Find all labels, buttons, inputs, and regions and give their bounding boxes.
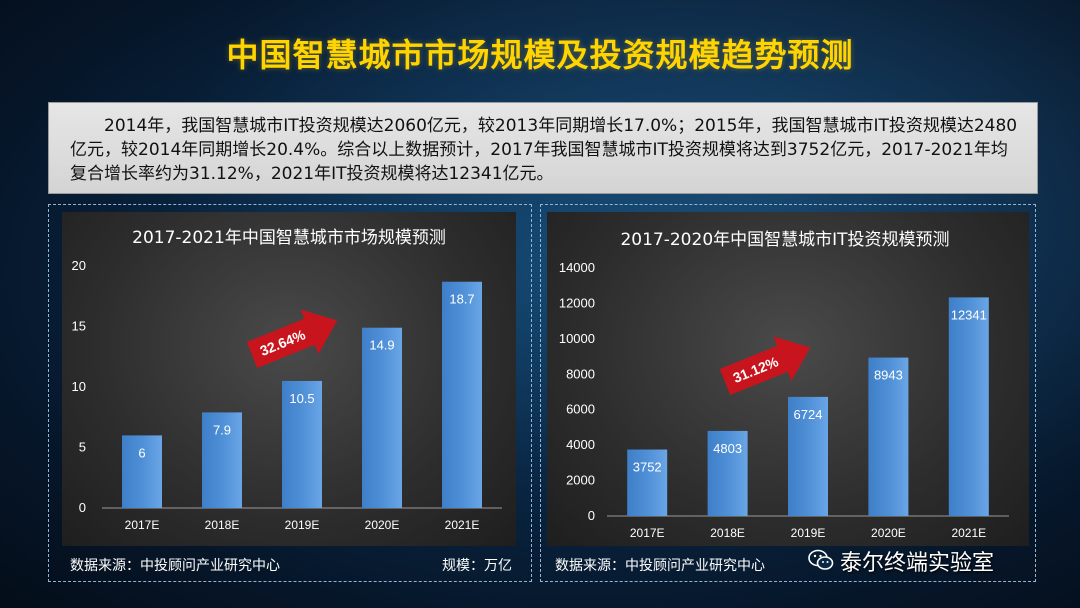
left-source-note: 数据来源：中投顾问产业研究中心 bbox=[70, 558, 280, 574]
it-investment-chart: 2017-2020年中国智慧城市IT投资规模预测 0 2000 4000 6000 800… bbox=[559, 230, 1009, 540]
y-tick-label: 10000 bbox=[559, 331, 595, 346]
y-tick-label: 14000 bbox=[559, 260, 595, 275]
data-label: 12341 bbox=[951, 307, 987, 322]
bar bbox=[707, 430, 748, 516]
x-tick-label: 2021E bbox=[445, 518, 480, 532]
data-label: 10.5 bbox=[289, 391, 314, 406]
chart-title: 2017-2021年中国智慧城市市场规模预测 bbox=[132, 228, 446, 248]
x-tick-label: 2018E bbox=[710, 526, 745, 540]
y-tick-label: 8000 bbox=[566, 366, 595, 381]
data-label: 6 bbox=[138, 445, 145, 460]
data-label: 4803 bbox=[713, 441, 742, 456]
data-label: 7.9 bbox=[213, 422, 231, 437]
left-unit-note: 规模：万亿 bbox=[442, 558, 512, 574]
right-chart-panel bbox=[540, 204, 1036, 582]
bar bbox=[788, 396, 828, 516]
left-chart-panel bbox=[48, 204, 532, 582]
bar bbox=[122, 435, 162, 508]
growth-arrow: 32.64% bbox=[246, 309, 338, 368]
bar bbox=[868, 357, 909, 516]
summary-box bbox=[48, 102, 1038, 194]
x-tick-label: 2020E bbox=[365, 518, 400, 532]
page-title: 中国智慧城市市场规模及投资规模趋势预测 bbox=[226, 36, 854, 74]
summary-text: 2014年，我国智慧城市IT投资规模达2060亿元，较2013年同期增长17.0… bbox=[70, 116, 1018, 184]
right-source-note: 数据来源：中投顾问产业研究中心 bbox=[555, 558, 765, 574]
x-tick-label: 2018E bbox=[205, 518, 240, 532]
bar bbox=[202, 412, 242, 508]
data-label: 3752 bbox=[633, 460, 662, 475]
x-tick-label: 2017E bbox=[630, 526, 665, 540]
data-label: 8943 bbox=[874, 368, 903, 383]
y-tick-label: 15 bbox=[72, 319, 86, 334]
bar bbox=[282, 380, 322, 508]
y-tick-label: 10 bbox=[72, 379, 86, 394]
x-tick-label: 2017E bbox=[125, 518, 160, 532]
y-tick-label: 5 bbox=[79, 440, 86, 455]
growth-arrow: 31.12% bbox=[719, 336, 811, 395]
y-tick-label: 0 bbox=[79, 500, 86, 515]
y-tick-label: 0 bbox=[588, 508, 595, 523]
wechat-icon bbox=[808, 549, 834, 570]
growth-arrow-shape bbox=[719, 336, 811, 395]
y-tick-label: 2000 bbox=[566, 473, 595, 488]
y-tick-label: 20 bbox=[72, 258, 86, 273]
market-size-chart: 2017-2021年中国智慧城市市场规模预测 0 5 10 15 20 6 2017E 7.9 2… bbox=[72, 228, 502, 532]
x-tick-label: 2019E bbox=[285, 518, 320, 532]
bar bbox=[442, 281, 482, 508]
brand-name: 泰尔终端实验室 bbox=[840, 551, 995, 576]
chart-title: 2017-2020年中国智慧城市IT投资规模预测 bbox=[620, 230, 949, 250]
bar bbox=[362, 327, 402, 508]
x-tick-label: 2019E bbox=[791, 526, 826, 540]
data-label: 14.9 bbox=[369, 338, 394, 353]
y-tick-label: 12000 bbox=[559, 295, 595, 310]
x-tick-label: 2020E bbox=[871, 526, 906, 540]
y-tick-label: 4000 bbox=[566, 437, 595, 452]
data-label: 18.7 bbox=[449, 292, 474, 307]
bar bbox=[627, 449, 668, 516]
bar bbox=[948, 297, 989, 516]
x-tick-label: 2021E bbox=[951, 526, 986, 540]
data-label: 6724 bbox=[794, 407, 823, 422]
growth-arrow-shape bbox=[246, 309, 338, 368]
y-tick-label: 6000 bbox=[566, 402, 595, 417]
